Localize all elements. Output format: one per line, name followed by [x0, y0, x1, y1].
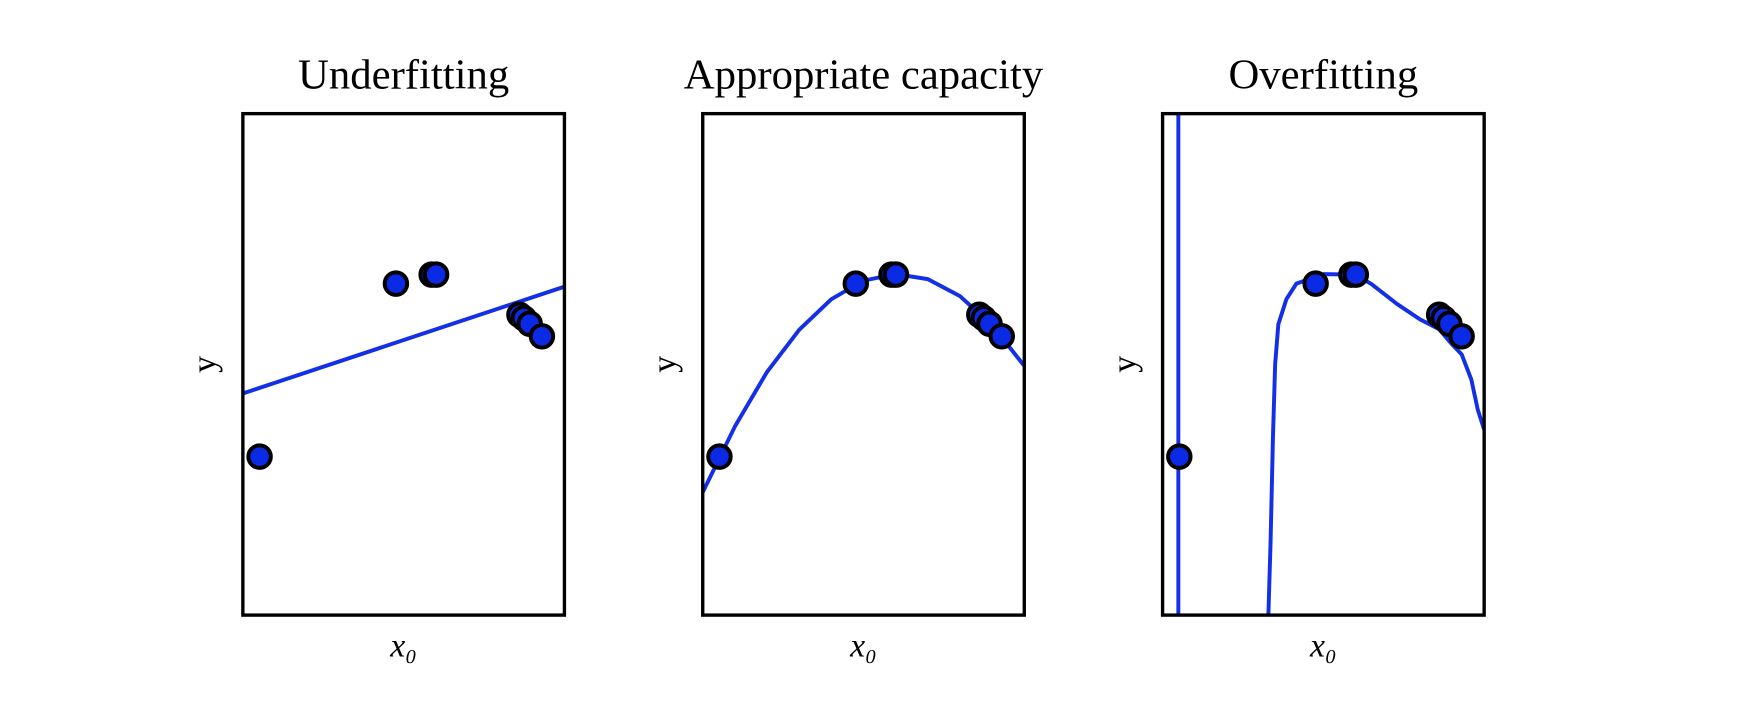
x-axis-label: x₀ [849, 628, 877, 665]
x-axis-label: x₀ [389, 628, 417, 665]
data-point [1166, 443, 1193, 470]
data-point [842, 270, 870, 297]
fit-curve [242, 284, 565, 396]
subplot: Overfitting x₀ y [1106, 52, 1486, 665]
data-point [1342, 261, 1370, 288]
data-point [706, 443, 733, 470]
subplot: Underfitting x₀ y [187, 52, 567, 665]
data-point [246, 443, 273, 470]
y-axis-label: y [1106, 356, 1143, 373]
data-point [382, 270, 410, 297]
axes-frame [701, 111, 1026, 617]
axes-frame [241, 111, 567, 617]
fit-curve [1176, 113, 1485, 616]
data-point [882, 261, 910, 288]
subplot: Appropriate capacity x₀ y [647, 52, 1044, 665]
data-point [1448, 323, 1475, 350]
subplot-title: Overfitting [1228, 52, 1418, 99]
subplot-title: Appropriate capacity [684, 52, 1044, 99]
subplot-title: Underfitting [298, 52, 509, 99]
axes-frame [1160, 111, 1486, 617]
data-point [1302, 270, 1329, 297]
data-point [422, 261, 450, 288]
data-point [988, 323, 1015, 350]
data-point [528, 323, 556, 350]
y-axis-label: y [187, 356, 224, 373]
y-axis-label: y [647, 356, 684, 373]
x-axis-label: x₀ [1309, 628, 1337, 665]
